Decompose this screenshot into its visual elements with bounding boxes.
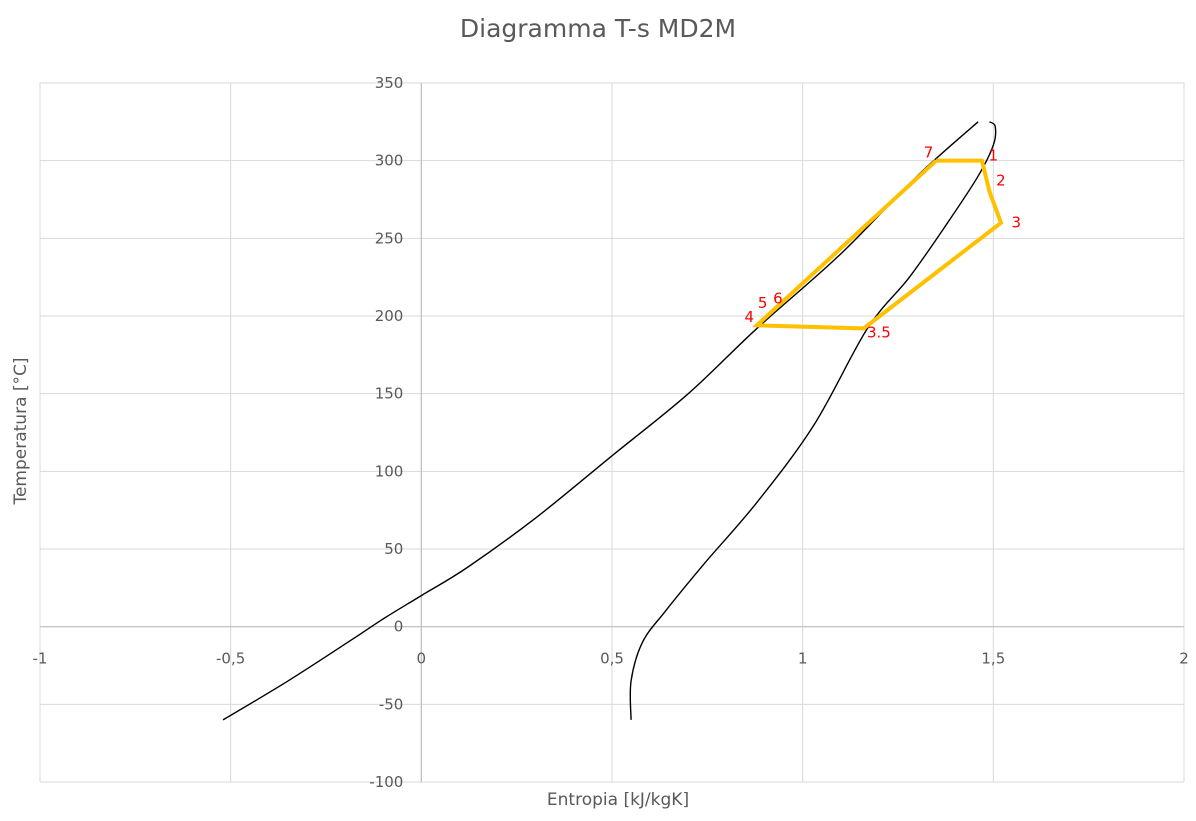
y-tick-label: 350: [375, 74, 404, 92]
y-tick-label: 0: [394, 618, 404, 636]
point-label: 3.5: [867, 324, 891, 342]
point-label: 5: [758, 294, 768, 312]
y-tick-label: 300: [375, 152, 404, 170]
point-label: 3: [1011, 213, 1021, 231]
point-label: 6: [773, 290, 783, 308]
point-label: 7: [924, 144, 934, 162]
y-axis-label: Temperatura [°C]: [11, 357, 31, 505]
saturation-liquid-curve: [222, 121, 979, 721]
x-tick-label: 0,5: [600, 650, 624, 668]
cycle-line: [751, 158, 1004, 331]
x-tick-label: -1: [33, 650, 48, 668]
y-tick-label: 50: [384, 540, 403, 558]
point-label: 1: [989, 147, 999, 165]
y-tick-label: 150: [375, 385, 404, 403]
x-tick-label: -0,5: [216, 650, 245, 668]
saturation-vapor-curve: [629, 121, 997, 720]
y-tick-label: 200: [375, 307, 404, 325]
point-label: 4: [745, 308, 755, 326]
x-tick-label: 0: [417, 650, 427, 668]
x-tick-label: 1: [798, 650, 808, 668]
y-tick-label: 100: [375, 462, 404, 480]
point-label: 2: [996, 172, 1006, 190]
x-tick-label: 2: [1179, 650, 1189, 668]
y-tick-label: 250: [375, 229, 404, 247]
chart-title: Diagramma T-s MD2M: [459, 14, 737, 43]
x-tick-label: 1,5: [981, 650, 1005, 668]
y-tick-label: -50: [379, 695, 404, 713]
x-axis-label: Entropia [kJ/kgK]: [546, 790, 690, 810]
y-tick-label: -100: [369, 773, 403, 791]
